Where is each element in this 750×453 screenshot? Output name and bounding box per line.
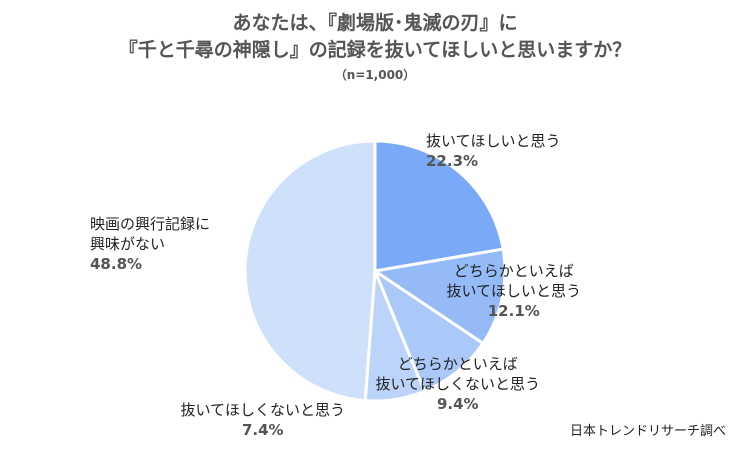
chart-title-block: あなたは、『劇場版･鬼滅の刃』に 『千と千尋の神隠し』の記録を抜いてほしいと思い…: [0, 10, 750, 84]
chart-title-line-1: あなたは、『劇場版･鬼滅の刃』に: [232, 12, 518, 34]
pie-slice-2: [371, 247, 507, 346]
slice-label-5: 映画の興行記録に 興味がない 48.8%: [90, 214, 210, 274]
sample-size-label: （n=1,000）: [334, 68, 416, 82]
slice-label-1: 抜いてほしいと思う 22.3%: [426, 131, 561, 171]
slice-label-4: 抜いてほしくないと思う 7.4%: [181, 400, 346, 440]
source-credit: 日本トレンドリサーチ調べ: [569, 424, 726, 439]
slice-label-text: 抜いてほしくないと思う: [375, 375, 541, 393]
slice-label-2: どちらかといえば 抜いてほしいと思う 12.1%: [447, 261, 582, 321]
slice-value-label: 12.1%: [487, 302, 540, 320]
slice-value-label: 9.4%: [436, 395, 479, 413]
slice-label-text: どちらかといえば: [397, 355, 518, 373]
slice-value-label: 7.4%: [241, 421, 284, 439]
slice-label-3: どちらかといえば抜いてほしくないと思う 9.4%: [376, 354, 541, 414]
slice-label-text: どちらかといえば: [453, 262, 574, 280]
slice-label-text: 興味がない: [90, 235, 166, 253]
slice-label-text: 抜いてほしいと思う: [446, 282, 582, 300]
pie-slice-5: [243, 139, 377, 403]
chart-title-line-2: 『千と千尋の神隠し』の記録を抜いてほしいと思いますか？: [118, 39, 632, 61]
slice-label-text: 映画の興行記録に: [90, 215, 211, 233]
slice-label-text: 抜いてほしいと思う: [426, 132, 561, 150]
pie-slice-1: [373, 139, 505, 273]
slice-value-label: 22.3%: [426, 152, 479, 170]
slice-value-label: 48.8%: [90, 255, 143, 273]
slice-label-text: 抜いてほしくないと思う: [180, 401, 346, 419]
